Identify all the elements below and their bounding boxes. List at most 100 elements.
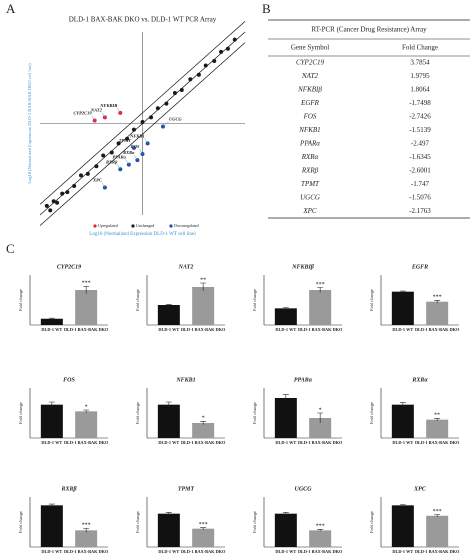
point [140, 119, 145, 124]
y-axis-label: Fold change [252, 511, 257, 533]
x-tick-label: DLD-1 BAX-BAK DKO [415, 440, 460, 445]
gene-symbol: RXRβ [301, 167, 319, 175]
significance: * [85, 404, 88, 410]
table-header: Fold Change [402, 44, 438, 52]
fold-change: -2.1763 [409, 207, 431, 215]
legend-swatch [93, 224, 97, 228]
x-tick-label: DLD-1 BAX-BAK DKO [64, 327, 109, 332]
point-label: FOS [131, 144, 140, 149]
significance: ** [434, 413, 440, 419]
point-label: RXRβ [106, 159, 118, 164]
bar [40, 404, 63, 438]
y-axis-label: Fold change [135, 402, 140, 424]
gene-symbol: FOS [303, 113, 317, 121]
fold-change: 3.7854 [410, 59, 430, 67]
point [94, 164, 99, 169]
chart-title: TPMT [178, 486, 195, 492]
bar [75, 530, 98, 547]
error-bar [317, 287, 324, 293]
gene-symbol: CYP2C19 [296, 59, 325, 67]
y-axis-label: Fold change [252, 402, 257, 424]
bar [391, 404, 414, 438]
fold-change: 1.8064 [410, 86, 430, 94]
point [172, 91, 177, 95]
bar [192, 423, 215, 438]
bar [192, 287, 215, 325]
fold-change: -2.7426 [409, 113, 431, 121]
error-bar [200, 282, 207, 291]
x-tick-label: DLD-1 WT [392, 440, 413, 445]
x-tick-label: DLD-1 WT [392, 327, 413, 332]
point-label: NFKBIB [99, 103, 117, 108]
leader [117, 164, 121, 170]
point-label: TPMT [119, 138, 131, 143]
error-bar [317, 529, 324, 532]
x-tick-label: DLD-1 BAX-BAK DKO [181, 327, 226, 332]
chart-title: RXRβ [60, 486, 77, 492]
y-axis-label: Fold change [18, 402, 23, 424]
fold-change: -2.497 [411, 140, 430, 148]
bar [157, 305, 180, 325]
significance: *** [82, 523, 91, 529]
point [164, 101, 169, 106]
gene-symbol: NFKBIβ [297, 86, 322, 94]
bar [40, 318, 63, 325]
x-tick-label: DLD-1 WT [41, 327, 62, 332]
y-axis-label: Fold change [369, 511, 374, 533]
leader [125, 159, 130, 165]
point [155, 106, 160, 111]
bar [75, 290, 98, 325]
chart-title: CYP2C19 [57, 264, 81, 270]
significance: *** [316, 524, 325, 530]
bar [309, 530, 332, 547]
error-bar [399, 504, 406, 507]
point [125, 136, 130, 141]
point [188, 77, 193, 82]
point [232, 37, 237, 42]
y-axis-label: Fold change [369, 289, 374, 311]
gene-symbol: XPC [302, 207, 317, 215]
error-bar [165, 401, 172, 408]
x-tick-label: DLD-1 WT [392, 549, 413, 554]
threshold-line [39, 42, 246, 226]
legend-label: Unchanged [136, 223, 154, 228]
point [101, 153, 106, 158]
fold-change: -2.6001 [409, 167, 431, 175]
y-axis-label: Fold change [252, 289, 257, 311]
x-tick-label: DLD-1 BAX-BAK DKO [298, 327, 343, 332]
x-tick-label: DLD-1 BAX-BAK DKO [64, 549, 109, 554]
point-label: PPARa [112, 155, 126, 160]
point [60, 191, 65, 196]
chart-title: PPARα [294, 377, 313, 383]
table-title: RT-PCR (Cancer Drug Resistance) Array [311, 26, 427, 34]
chart-title: DLD-1 BAX-BAK DKO vs. DLD-1 WT PCR Array [69, 16, 217, 24]
point [131, 127, 136, 132]
x-tick-label: DLD-1 WT [275, 440, 296, 445]
x-axis-label: Log10 (Normalized Expression DLD-1 WT ce… [89, 232, 196, 237]
significance: *** [433, 509, 442, 515]
threshold-line [39, 21, 246, 205]
significance: *** [199, 522, 208, 528]
chart-title: XPC [413, 486, 427, 492]
point [109, 150, 114, 155]
fold-change: -1.747 [411, 180, 430, 188]
error-bar [200, 527, 207, 530]
legend-swatch [169, 224, 173, 228]
legend-label: Upregulated [98, 223, 118, 228]
chart-title: EGFR [411, 264, 428, 270]
bar [426, 515, 449, 547]
x-tick-label: DLD-1 WT [275, 549, 296, 554]
x-tick-label: DLD-1 BAX-BAK DKO [64, 440, 109, 445]
point-label: NAT2 [90, 107, 103, 112]
legend-swatch [131, 224, 135, 228]
y-axis-label: Fold change [369, 402, 374, 424]
point-label: CYP2C19 [73, 110, 92, 115]
point [48, 208, 53, 213]
error-bar [282, 307, 289, 310]
x-tick-label: DLD-1 WT [41, 440, 62, 445]
gene-symbol: RXRα [301, 153, 319, 161]
x-tick-label: DLD-1 BAX-BAK DKO [181, 440, 226, 445]
panel-label: A [6, 1, 16, 16]
error-bar [48, 401, 55, 408]
